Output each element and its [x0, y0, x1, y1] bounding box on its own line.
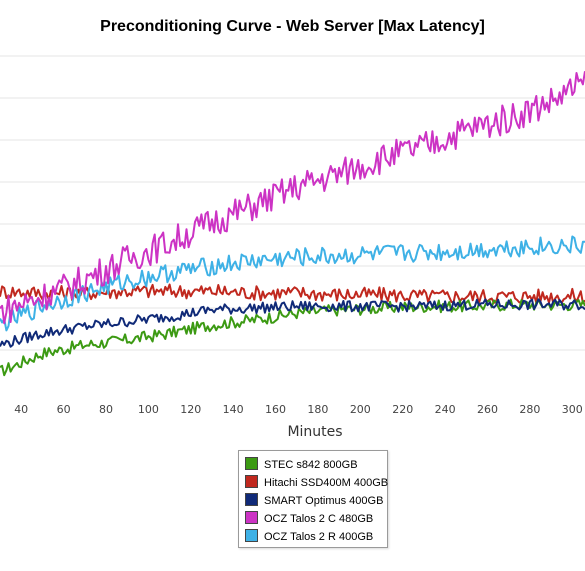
- legend-label: OCZ Talos 2 R 400GB: [264, 531, 374, 543]
- series-line-5: [0, 235, 585, 332]
- x-tick-labels: 40 60 80 100 120 140 160 180 200 220 240 260 280 300: [14, 403, 583, 416]
- series-line-3: [0, 298, 585, 348]
- chart-title: Preconditioning Curve - Web Server [Max …: [100, 18, 485, 35]
- legend-item: SMART Optimus 400GB: [245, 493, 383, 509]
- line-chart: 40 60 80 100 120 140 160 180 200 220 240 260 280 300: [0, 55, 585, 416]
- legend-label: Hitachi SSD400M 400GB: [264, 477, 389, 489]
- x-tick-label: 40: [14, 403, 28, 416]
- x-tick-label: 260: [477, 403, 498, 416]
- x-tick-label: 140: [223, 403, 244, 416]
- legend-swatch: [245, 493, 258, 506]
- legend-swatch: [245, 475, 258, 488]
- x-tick-label: 280: [519, 403, 540, 416]
- series-line-1: [0, 298, 585, 377]
- series-lines: [0, 71, 585, 377]
- x-tick-label: 120: [180, 403, 201, 416]
- x-tick-label: 60: [57, 403, 71, 416]
- legend-item: OCZ Talos 2 C 480GB: [245, 511, 373, 527]
- x-tick-label: 80: [99, 403, 113, 416]
- legend-swatch: [245, 457, 258, 470]
- legend-label: SMART Optimus 400GB: [264, 495, 384, 507]
- x-tick-label: 100: [138, 403, 159, 416]
- x-axis-title: Minutes: [287, 424, 343, 440]
- x-tick-label: 160: [265, 403, 286, 416]
- legend-label: OCZ Talos 2 C 480GB: [264, 513, 374, 525]
- legend-item: STEC s842 800GB: [245, 457, 358, 473]
- legend: STEC s842 800GB Hitachi SSD400M 400GB SMAR…: [238, 450, 388, 548]
- legend-item: Hitachi SSD400M 400GB: [245, 475, 388, 491]
- grid-lines: [0, 55, 585, 351]
- legend-swatch: [245, 511, 258, 524]
- legend-swatch: [245, 529, 258, 542]
- x-tick-label: 200: [350, 403, 371, 416]
- legend-label: STEC s842 800GB: [264, 459, 358, 471]
- series-line-4: [0, 71, 585, 325]
- x-tick-label: 240: [435, 403, 456, 416]
- x-tick-label: 220: [392, 403, 413, 416]
- x-tick-label: 300: [562, 403, 583, 416]
- x-tick-label: 180: [307, 403, 328, 416]
- legend-item: OCZ Talos 2 R 400GB: [245, 529, 373, 545]
